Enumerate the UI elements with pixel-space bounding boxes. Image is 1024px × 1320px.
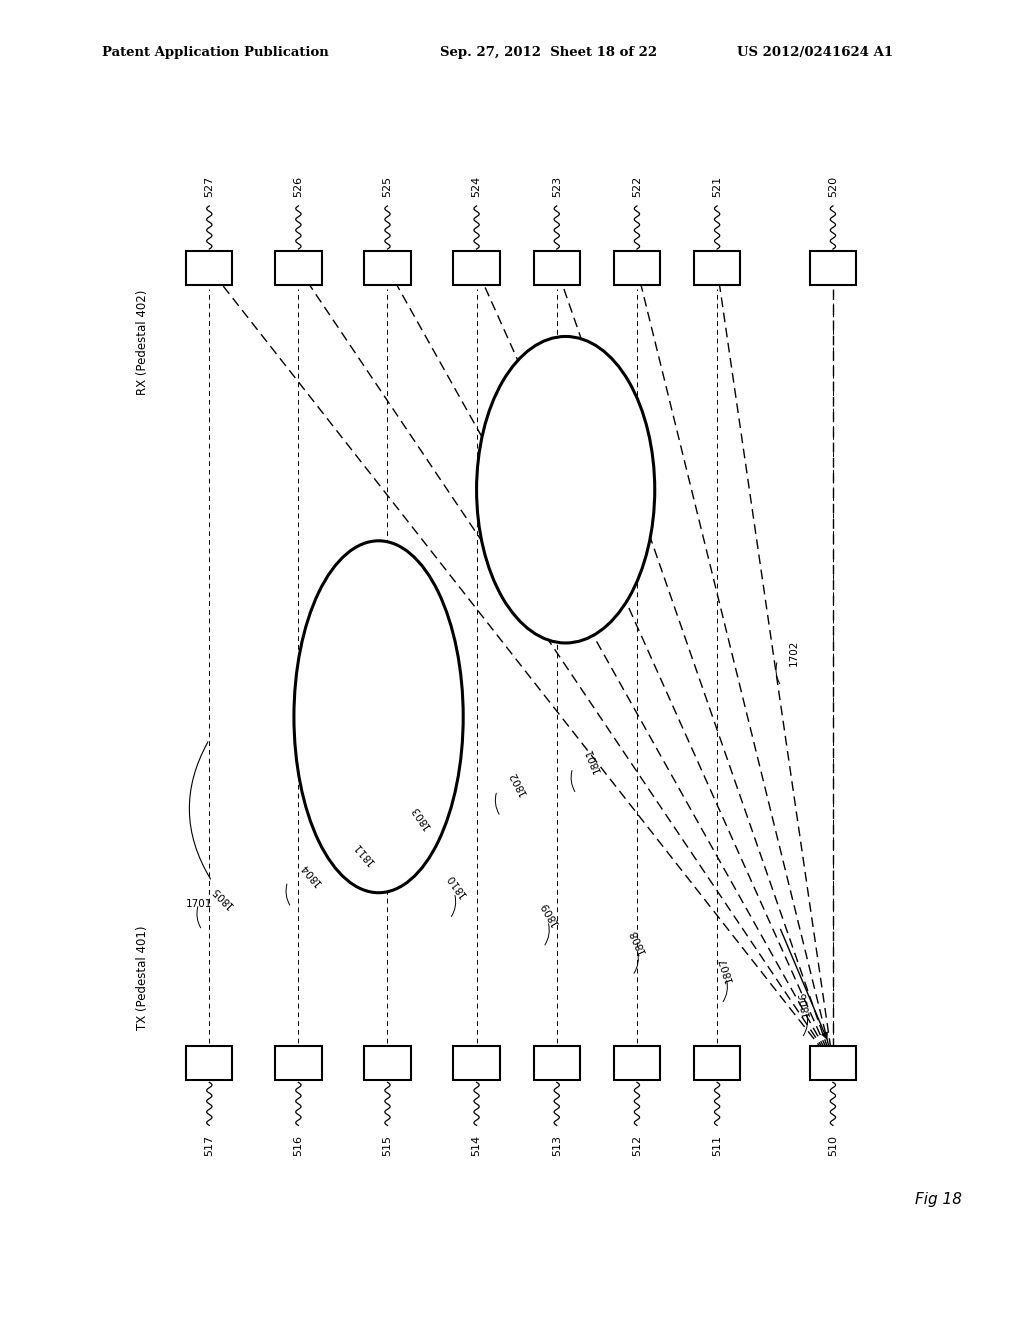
Text: 1806: 1806 xyxy=(798,990,812,1018)
Text: 515: 515 xyxy=(383,1134,392,1155)
Text: 1802: 1802 xyxy=(508,768,528,796)
Text: 1702: 1702 xyxy=(788,639,799,665)
Bar xyxy=(613,251,660,285)
Text: 511: 511 xyxy=(712,1134,722,1155)
Ellipse shape xyxy=(476,337,654,643)
Text: 1808: 1808 xyxy=(628,927,648,956)
Bar xyxy=(694,1045,740,1080)
Bar xyxy=(275,1045,322,1080)
Bar xyxy=(534,251,580,285)
Bar xyxy=(534,1045,580,1080)
Bar xyxy=(365,1045,411,1080)
Bar xyxy=(613,1045,660,1080)
Text: TX (Pedestal 401): TX (Pedestal 401) xyxy=(136,925,148,1030)
Text: 1804: 1804 xyxy=(298,861,324,887)
Text: Sep. 27, 2012  Sheet 18 of 22: Sep. 27, 2012 Sheet 18 of 22 xyxy=(440,46,657,59)
Text: 524: 524 xyxy=(472,176,481,197)
Bar xyxy=(186,251,232,285)
Text: 1807: 1807 xyxy=(717,956,734,983)
Text: 512: 512 xyxy=(632,1134,642,1155)
Bar xyxy=(275,251,322,285)
Text: 520: 520 xyxy=(828,176,838,197)
Text: 1803: 1803 xyxy=(410,803,433,830)
Text: Fig 18: Fig 18 xyxy=(915,1192,963,1206)
Text: Patent Application Publication: Patent Application Publication xyxy=(102,46,329,59)
Text: 514: 514 xyxy=(472,1134,481,1155)
Text: 1809: 1809 xyxy=(539,899,561,927)
Bar xyxy=(454,251,500,285)
Text: 1811: 1811 xyxy=(352,840,377,867)
Text: 525: 525 xyxy=(383,176,392,197)
Bar xyxy=(810,1045,856,1080)
Bar xyxy=(454,1045,500,1080)
Text: 1801: 1801 xyxy=(584,746,602,774)
Text: 1701: 1701 xyxy=(185,899,212,909)
Text: 526: 526 xyxy=(294,176,303,197)
Text: 516: 516 xyxy=(294,1134,303,1155)
Text: 523: 523 xyxy=(552,176,562,197)
Text: RX (Pedestal 402): RX (Pedestal 402) xyxy=(136,289,148,395)
Text: 527: 527 xyxy=(205,176,214,197)
Text: US 2012/0241624 A1: US 2012/0241624 A1 xyxy=(737,46,893,59)
Text: 521: 521 xyxy=(712,176,722,197)
Text: 522: 522 xyxy=(632,176,642,197)
Text: 513: 513 xyxy=(552,1134,562,1155)
Text: 1805: 1805 xyxy=(209,884,236,909)
Bar xyxy=(186,1045,232,1080)
Text: 517: 517 xyxy=(205,1134,214,1155)
Text: 1810: 1810 xyxy=(445,871,469,899)
Text: 510: 510 xyxy=(828,1134,838,1155)
Ellipse shape xyxy=(294,541,463,892)
Bar xyxy=(694,251,740,285)
Bar xyxy=(810,251,856,285)
Bar xyxy=(365,251,411,285)
